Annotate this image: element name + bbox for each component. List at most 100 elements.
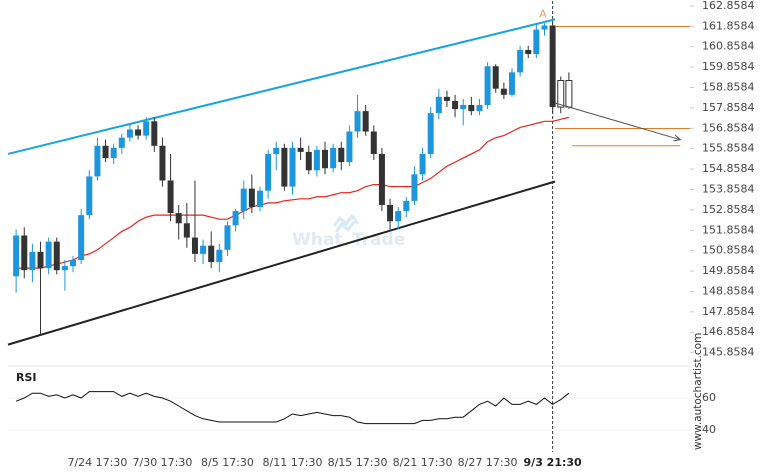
watermark-text: Trade bbox=[352, 230, 405, 250]
candle-body bbox=[118, 137, 125, 148]
candle-body bbox=[289, 147, 296, 187]
candle-body bbox=[208, 245, 215, 263]
x-tick-label: 8/5 17:30 bbox=[201, 456, 254, 469]
candle-body bbox=[533, 29, 540, 55]
y-tick-label: 151.8584 bbox=[702, 223, 755, 236]
candle-body bbox=[240, 188, 247, 212]
candle-body bbox=[216, 249, 223, 263]
candle-body bbox=[248, 188, 255, 207]
moving-average bbox=[16, 116, 570, 269]
x-tick-label: 8/21 17:30 bbox=[393, 456, 453, 469]
y-tick-label: 155.8584 bbox=[702, 142, 755, 155]
candle-body bbox=[175, 213, 182, 224]
candle-body bbox=[70, 259, 77, 267]
trendline bbox=[7, 180, 556, 346]
annotation: A bbox=[539, 7, 547, 20]
candle-body bbox=[265, 153, 272, 191]
watermark-logo bbox=[332, 213, 360, 233]
candle-body bbox=[273, 147, 280, 154]
candle-body bbox=[370, 131, 377, 154]
candle-body bbox=[443, 96, 450, 101]
candle-body bbox=[102, 145, 109, 159]
watermark: What Trade bbox=[292, 213, 405, 250]
candle-body bbox=[322, 149, 329, 169]
candle-body bbox=[21, 235, 28, 271]
candle-body bbox=[346, 131, 353, 163]
y-tick-label: 147.8584 bbox=[702, 305, 755, 318]
candle-body bbox=[183, 223, 190, 238]
y-tick-label: 157.8584 bbox=[702, 101, 755, 114]
candle-body bbox=[452, 100, 459, 110]
x-tick-label: 8/15 17:30 bbox=[328, 456, 388, 469]
y-tick-label: 154.8584 bbox=[702, 162, 755, 175]
candle-body bbox=[305, 151, 312, 171]
candle-body bbox=[232, 211, 239, 226]
candle-body bbox=[200, 245, 207, 254]
candle-body bbox=[565, 80, 573, 108]
candle-body bbox=[45, 241, 52, 269]
x-tick-label: 7/30 17:30 bbox=[132, 456, 192, 469]
candle-body bbox=[78, 215, 85, 260]
x-tick-label: 8/27 17:30 bbox=[458, 456, 518, 469]
candle-body bbox=[419, 153, 426, 175]
candle-body bbox=[167, 180, 174, 214]
candle-body bbox=[476, 105, 483, 112]
y-tick-label: 149.8584 bbox=[702, 264, 755, 277]
candle-body bbox=[143, 121, 150, 136]
candle-body bbox=[338, 147, 345, 163]
y-tick-label: 159.8584 bbox=[702, 60, 755, 73]
x-tick-label: 9/3 21:30 bbox=[524, 456, 583, 469]
candle-body bbox=[86, 176, 93, 216]
candle-body bbox=[427, 113, 434, 154]
candle-body bbox=[313, 149, 320, 171]
credit: www.autochartist.com bbox=[692, 333, 704, 450]
y-tick-label: 153.8584 bbox=[702, 182, 755, 195]
candle-body bbox=[191, 237, 198, 254]
candle-body bbox=[517, 49, 524, 73]
candle-body bbox=[484, 66, 491, 106]
candle-body bbox=[29, 251, 36, 271]
candle-body bbox=[508, 72, 515, 95]
arrow-head bbox=[673, 134, 682, 142]
y-tick-label: 162.8584 bbox=[702, 0, 755, 12]
candle-body bbox=[256, 190, 263, 207]
candle-body bbox=[492, 66, 499, 89]
y-tick-label: 145.8584 bbox=[702, 346, 755, 359]
trendline bbox=[7, 18, 556, 155]
candle-body bbox=[330, 147, 337, 169]
candle-body bbox=[354, 111, 361, 132]
candle-body bbox=[61, 266, 68, 271]
y-tick-label: 148.8584 bbox=[702, 284, 755, 297]
candle-body bbox=[362, 111, 369, 132]
candle-body bbox=[297, 147, 304, 152]
y-tick-label: 156.8584 bbox=[702, 121, 755, 134]
candle-body bbox=[525, 49, 532, 55]
y-tick-label: 60 bbox=[702, 391, 716, 404]
candle-body bbox=[378, 153, 385, 205]
y-tick-label: 158.8584 bbox=[702, 81, 755, 94]
rsi-title: RSI bbox=[16, 371, 37, 384]
candle-body bbox=[411, 174, 418, 201]
candle-body bbox=[94, 145, 101, 177]
y-tick-label: 160.8584 bbox=[702, 40, 755, 53]
candle-body bbox=[224, 225, 231, 250]
candle-body bbox=[37, 251, 44, 269]
rsi-line bbox=[15, 391, 570, 425]
candle-body bbox=[403, 200, 410, 212]
y-tick-label: 40 bbox=[702, 423, 716, 436]
candle-body bbox=[13, 235, 20, 277]
watermark-text: What bbox=[292, 230, 342, 250]
candle-body bbox=[387, 204, 394, 222]
candle-body bbox=[135, 129, 142, 136]
candle-body bbox=[468, 105, 475, 112]
candle-body bbox=[395, 211, 402, 222]
arrow bbox=[554, 102, 681, 141]
candle-body bbox=[500, 88, 507, 95]
y-tick-label: 152.8584 bbox=[702, 203, 755, 216]
x-tick-label: 7/24 17:30 bbox=[67, 456, 127, 469]
candle-body bbox=[460, 105, 467, 110]
candle-body bbox=[281, 147, 288, 187]
candle-body bbox=[435, 96, 442, 114]
